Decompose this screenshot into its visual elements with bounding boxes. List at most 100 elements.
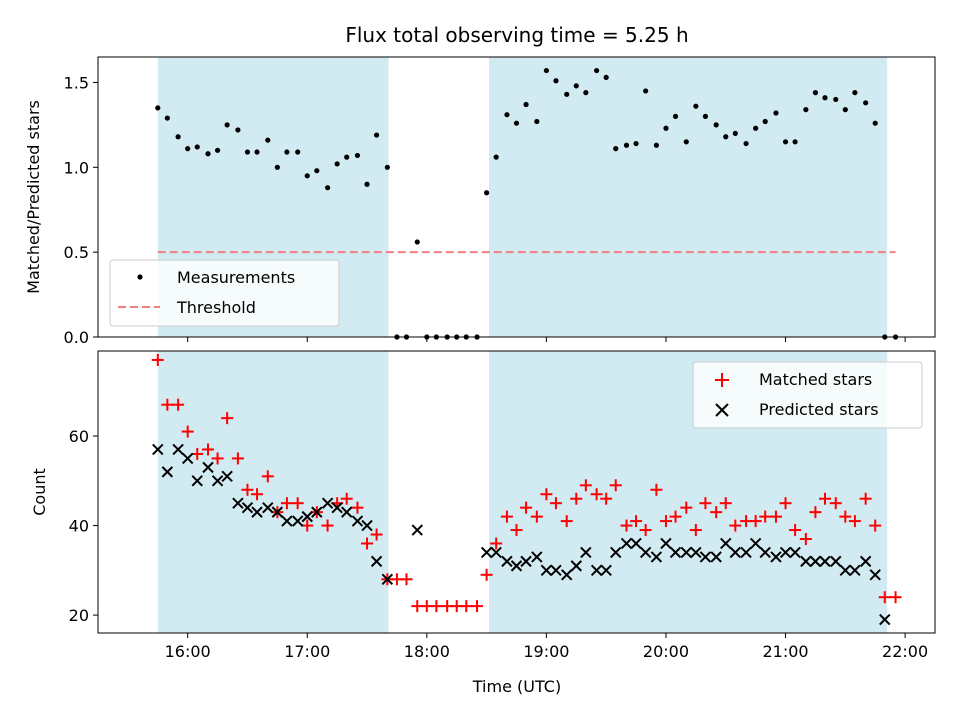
legend-predicted-marker — [715, 403, 729, 417]
matched-star-point — [689, 524, 702, 537]
bottom-panel-counts: 16:00 17:00 18:00 19:00 20:00 21:00 22:00 20 40 6… — [69, 350, 936, 661]
measurement-point — [534, 118, 540, 125]
predicted-star-point — [361, 519, 373, 532]
measurement-point — [224, 122, 230, 128]
matched-star-point — [829, 497, 842, 510]
measurement-point — [603, 74, 609, 80]
predicted-star-point — [370, 555, 383, 568]
top-y-axis-title: Matched/Predicted stars — [24, 100, 43, 294]
predicted-star-point — [620, 537, 633, 550]
predicted-star-point — [351, 515, 364, 527]
matched-star-point — [590, 488, 603, 501]
predicted-star-point — [740, 546, 752, 559]
predicted-star-point — [510, 560, 523, 572]
matched-star-point — [779, 497, 792, 510]
measurement-point — [543, 67, 549, 74]
measurement-point — [304, 173, 310, 179]
bottom-plot-frame — [97, 350, 936, 634]
matched-star-point — [301, 519, 314, 532]
predicted-star-point — [321, 497, 334, 509]
measurement-point — [214, 147, 221, 153]
top-y-tick-label: 1.0 — [64, 158, 89, 177]
measurement-point — [523, 101, 529, 108]
measurement-point — [653, 142, 659, 148]
predicted-star-point — [540, 564, 553, 577]
measurement-point — [185, 146, 191, 152]
predicted-star-point — [172, 443, 184, 456]
predicted-star-point — [759, 546, 771, 559]
measurement-point — [354, 152, 361, 159]
predicted-star-point — [490, 546, 502, 559]
matched-star-point — [370, 528, 383, 541]
matched-star-point — [869, 519, 882, 532]
matched-star-point — [251, 488, 264, 501]
matched-star-point — [650, 483, 663, 496]
matched-star-point — [471, 600, 484, 613]
predicted-star-point — [271, 506, 284, 518]
predicted-star-point — [262, 501, 274, 514]
x-tick-label: 17:00 — [284, 642, 330, 661]
predicted-star-point — [570, 560, 582, 572]
measurement-point — [414, 239, 420, 245]
legend-matched-label: Matched stars — [759, 370, 872, 389]
top-panel-ratio: 0.0 0.5 1.0 1.5 — [64, 56, 936, 347]
predicted-star-point — [480, 546, 493, 559]
predicted-star-point — [590, 564, 603, 577]
matched-star-point — [400, 573, 413, 586]
measurement-point — [324, 185, 331, 191]
predicted-star-point — [501, 555, 513, 568]
matched-star-point — [630, 515, 643, 528]
measurement-point — [364, 181, 370, 187]
predicted-star-point — [800, 555, 812, 568]
matched-star-point — [221, 412, 234, 425]
measurement-point — [743, 140, 749, 147]
matched-star-point — [151, 353, 164, 366]
bottom-legend-frame — [692, 361, 923, 429]
matched-star-point — [549, 497, 562, 510]
matched-star-point — [520, 501, 533, 514]
x-tick-label: 18:00 — [404, 642, 450, 661]
bottom-y-tick-label: 60 — [69, 427, 89, 446]
measurement-point — [583, 90, 589, 96]
matched-star-point — [161, 398, 174, 411]
predicted-star-point — [232, 497, 244, 509]
measurement-point — [812, 90, 819, 96]
matched-star-point — [202, 443, 215, 456]
matched-star-point — [191, 447, 204, 460]
predicted-star-point — [161, 466, 174, 478]
measurement-point — [594, 67, 600, 74]
matched-star-point — [789, 524, 802, 537]
predicted-star-point — [819, 555, 831, 568]
predicted-star-point — [809, 555, 822, 568]
x-tick-label: 16:00 — [165, 642, 211, 661]
matched-star-point — [181, 425, 194, 438]
measurement-point — [504, 112, 510, 118]
predicted-star-point — [879, 613, 891, 626]
matched-star-point — [749, 515, 762, 528]
measurement-point — [792, 139, 798, 145]
matched-star-point — [719, 497, 732, 510]
matched-star-point — [710, 506, 723, 519]
legend-threshold-label: Threshold — [176, 298, 256, 317]
top-y-tick-label: 0.5 — [64, 243, 89, 262]
measurement-point — [863, 100, 869, 106]
bottom-shaded-interval-0 — [157, 351, 389, 633]
matched-star-point — [889, 591, 902, 604]
matched-star-point — [540, 488, 553, 501]
predicted-star-point — [202, 461, 214, 474]
matched-star-point — [620, 519, 633, 532]
matched-star-point — [340, 492, 353, 505]
measurement-point — [732, 130, 738, 136]
predicted-star-point — [660, 537, 672, 550]
predicted-star-point — [152, 443, 164, 456]
predicted-star-point — [531, 551, 543, 563]
matched-star-point — [490, 537, 503, 550]
top-y-tick-label: 0.0 — [64, 328, 89, 347]
predicted-star-point — [680, 546, 692, 559]
bottom-y-axis-title: Count — [30, 468, 49, 516]
top-legend: Measurements Threshold — [109, 259, 340, 327]
predicted-star-point — [331, 501, 343, 514]
predicted-star-point — [610, 546, 622, 559]
matched-star-point — [818, 492, 831, 505]
top-shaded-interval-1 — [488, 57, 888, 337]
